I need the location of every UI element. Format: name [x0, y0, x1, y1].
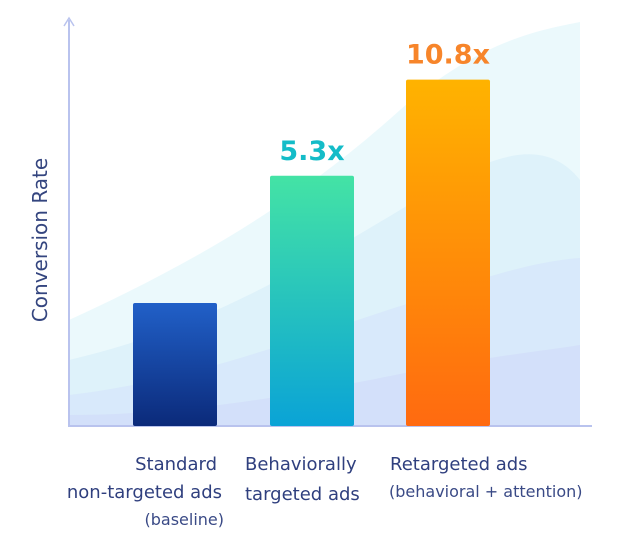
bar-3 [406, 79, 490, 427]
category-label-3-line-1: Retargeted ads [390, 454, 528, 475]
y-axis-label: Conversion Rate [28, 158, 52, 322]
bar-2 [270, 175, 354, 426]
value-label-3: 10.8x [406, 40, 490, 71]
y-axis-arrow-icon [63, 16, 75, 27]
category-label-2-line-2: targeted ads [245, 484, 360, 505]
category-label-1-line-2: non-targeted ads [67, 482, 222, 503]
category-label-1-line-3: (baseline) [145, 510, 225, 529]
category-label-3-line-2: (behavioral + attention) [389, 482, 583, 501]
bar-1 [133, 303, 217, 426]
category-label-1-line-1: Standard [135, 454, 217, 475]
category-label-2-line-1: Behaviorally [245, 454, 357, 475]
value-label-2: 5.3x [279, 136, 344, 167]
y-axis [63, 16, 75, 426]
